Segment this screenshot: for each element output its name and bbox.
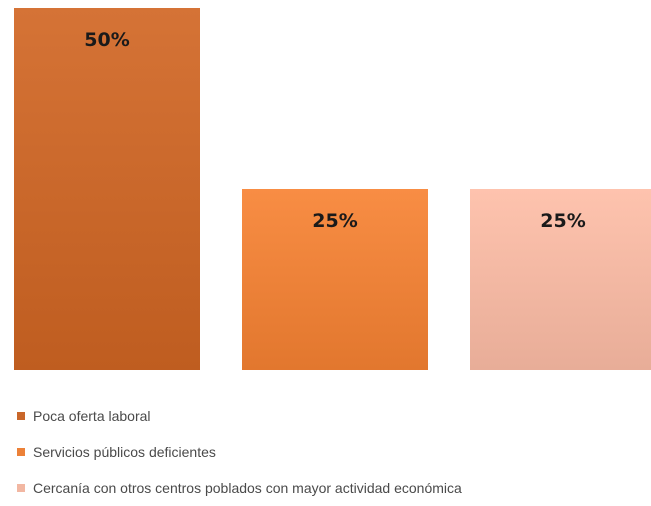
- legend-item-cercania: Cercanía con otros centros poblados con …: [17, 470, 462, 506]
- legend-item-poca-oferta-laboral: Poca oferta laboral: [17, 398, 462, 434]
- bar-value-label-1: 50%: [84, 29, 129, 51]
- bar-value-label-2: 25%: [312, 210, 357, 232]
- data-labels-layer: 50% 25% 25%: [84, 29, 585, 232]
- bar-value-label-3: 25%: [540, 210, 585, 232]
- bar-3: [470, 189, 651, 370]
- bar-2: [242, 189, 428, 370]
- legend-swatch-3: [17, 484, 25, 492]
- legend-label-3: Cercanía con otros centros poblados con …: [33, 480, 462, 496]
- legend-swatch-2: [17, 448, 25, 456]
- bar-1: [14, 8, 200, 370]
- legend-swatch-1: [17, 412, 25, 420]
- bars-layer: [14, 8, 651, 370]
- legend-item-servicios-publicos: Servicios públicos deficientes: [17, 434, 462, 470]
- legend-label-1: Poca oferta laboral: [33, 408, 151, 424]
- bar-chart: 50% 25% 25%: [14, 8, 651, 370]
- legend: Poca oferta laboral Servicios públicos d…: [17, 398, 462, 506]
- legend-label-2: Servicios públicos deficientes: [33, 444, 216, 460]
